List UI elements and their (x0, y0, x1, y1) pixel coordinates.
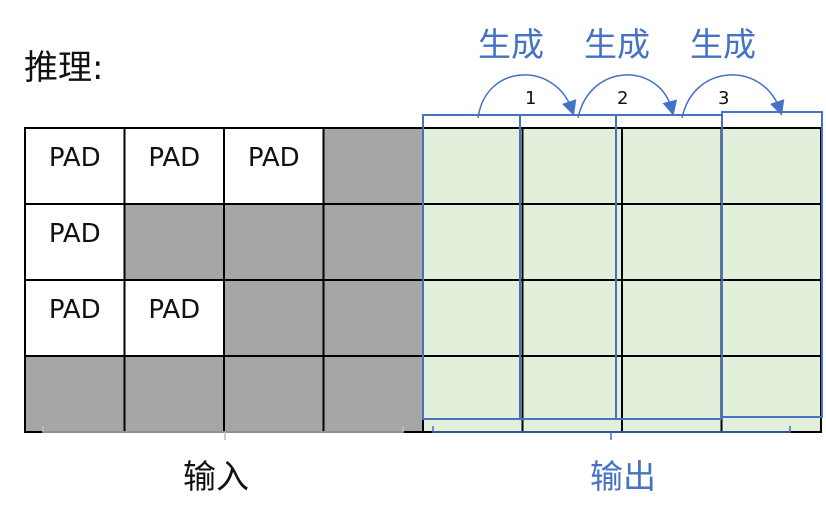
output-cell (521, 127, 623, 205)
input-label: 输入 (183, 457, 249, 496)
output-cell (720, 127, 822, 205)
step-number-1: 1 (525, 88, 537, 109)
output-cell (422, 279, 524, 357)
masked-cell (123, 203, 225, 281)
step-number-2: 2 (617, 88, 629, 109)
output-cell (422, 203, 524, 281)
pad-cell (123, 279, 225, 357)
output-cell (720, 355, 822, 433)
generate-arrow-1 (477, 74, 577, 119)
masked-cell (223, 279, 325, 357)
generate-arrow-2 (577, 74, 678, 119)
pad-label: PAD (49, 143, 101, 173)
window-outline-3 (721, 111, 823, 418)
output-label: 输出 (590, 457, 656, 496)
output-cell (422, 127, 524, 205)
output-cell (422, 355, 524, 433)
pad-label: PAD (49, 295, 101, 325)
masked-cell (322, 279, 424, 357)
output-cell (720, 203, 822, 281)
output-cell (521, 203, 623, 281)
masked-cell (322, 355, 424, 433)
pad-label: PAD (148, 143, 200, 173)
pad-label: PAD (49, 219, 101, 249)
generate-label-3: 生成 (690, 25, 756, 64)
output-cell (521, 279, 623, 357)
pad-label: PAD (248, 143, 300, 173)
output-cell (621, 203, 723, 281)
generate-label-2: 生成 (584, 25, 650, 64)
masked-cell (123, 355, 225, 433)
generate-label-1: 生成 (478, 25, 544, 64)
masked-cell (223, 203, 325, 281)
pad-label: PAD (148, 295, 200, 325)
output-brace (432, 426, 791, 440)
step-number-3: 3 (718, 88, 730, 109)
output-cell (720, 279, 822, 357)
masked-cell (24, 355, 126, 433)
output-cell (521, 355, 623, 433)
masked-cell (322, 127, 424, 205)
diagram-title: 推理: (24, 48, 104, 88)
masked-cell (223, 355, 325, 433)
input-brace (42, 426, 404, 440)
generate-arrow-3 (681, 74, 785, 119)
pad-cell (223, 127, 325, 205)
output-cell (621, 355, 723, 433)
masked-cell (322, 203, 424, 281)
output-cell (621, 279, 723, 357)
output-cell (621, 127, 723, 205)
